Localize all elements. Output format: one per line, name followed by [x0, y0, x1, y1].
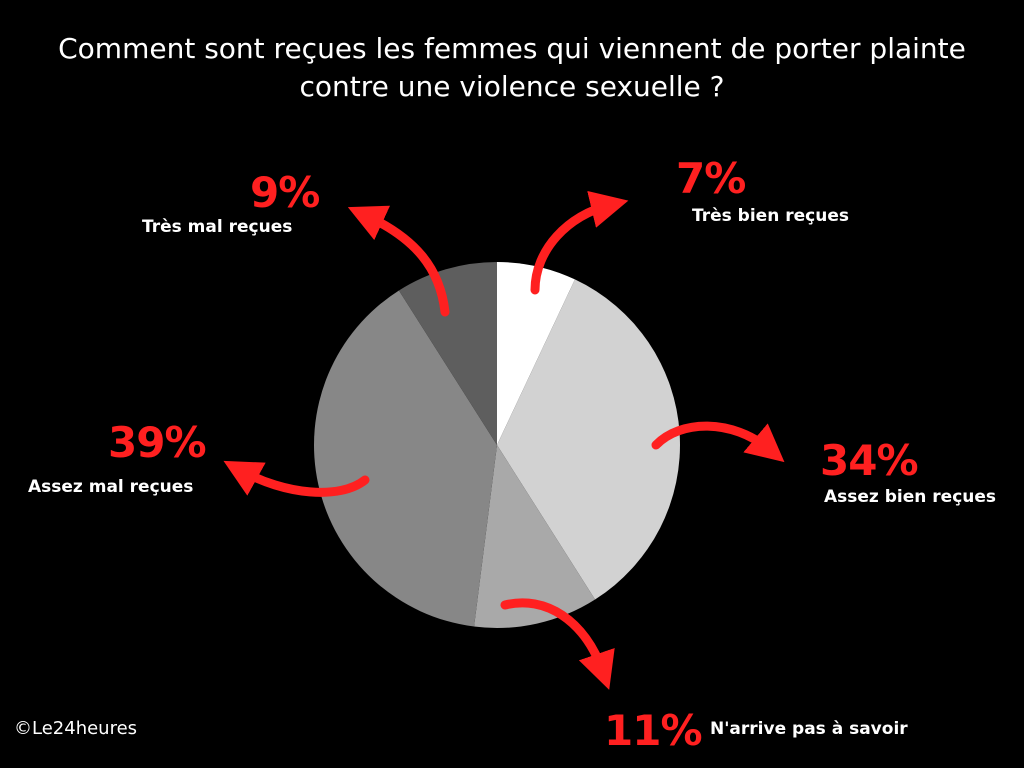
pie-slice [497, 279, 680, 600]
slice-category-label: Très mal reçues [142, 217, 293, 237]
callout-arrow [347, 205, 450, 317]
pie-slice [398, 262, 497, 445]
callout-arrow [651, 421, 785, 463]
slice-value-label: 11% [604, 706, 703, 755]
chart-title: Comment sont reçues les femmes qui vienn… [0, 30, 1024, 106]
slice-category-label: Très bien reçues [692, 206, 849, 226]
pie-slice [474, 445, 596, 629]
chart-title-line-1: Comment sont reçues les femmes qui vienn… [58, 32, 966, 65]
pie-slices [313, 262, 680, 629]
slice-category-label: Assez mal reçues [28, 477, 194, 497]
slice-category-label: N'arrive pas à savoir [710, 719, 908, 739]
callout-arrow [223, 460, 370, 497]
slice-category-label: Assez bien reçues [824, 487, 997, 507]
chart-title-line-2: contre une violence sexuelle ? [299, 70, 725, 103]
slice-value-label: 7% [676, 154, 746, 203]
callout-arrows [223, 191, 785, 690]
slice-value-label: 34% [820, 436, 919, 485]
callout-arrow [500, 598, 615, 690]
slice-value-label: 9% [250, 168, 320, 217]
pie-slice [497, 262, 575, 445]
callout-arrow [530, 191, 629, 295]
slice-value-label: 39% [108, 418, 207, 467]
pie-slice [313, 290, 497, 627]
credit-text: ©Le24heures [14, 718, 138, 739]
